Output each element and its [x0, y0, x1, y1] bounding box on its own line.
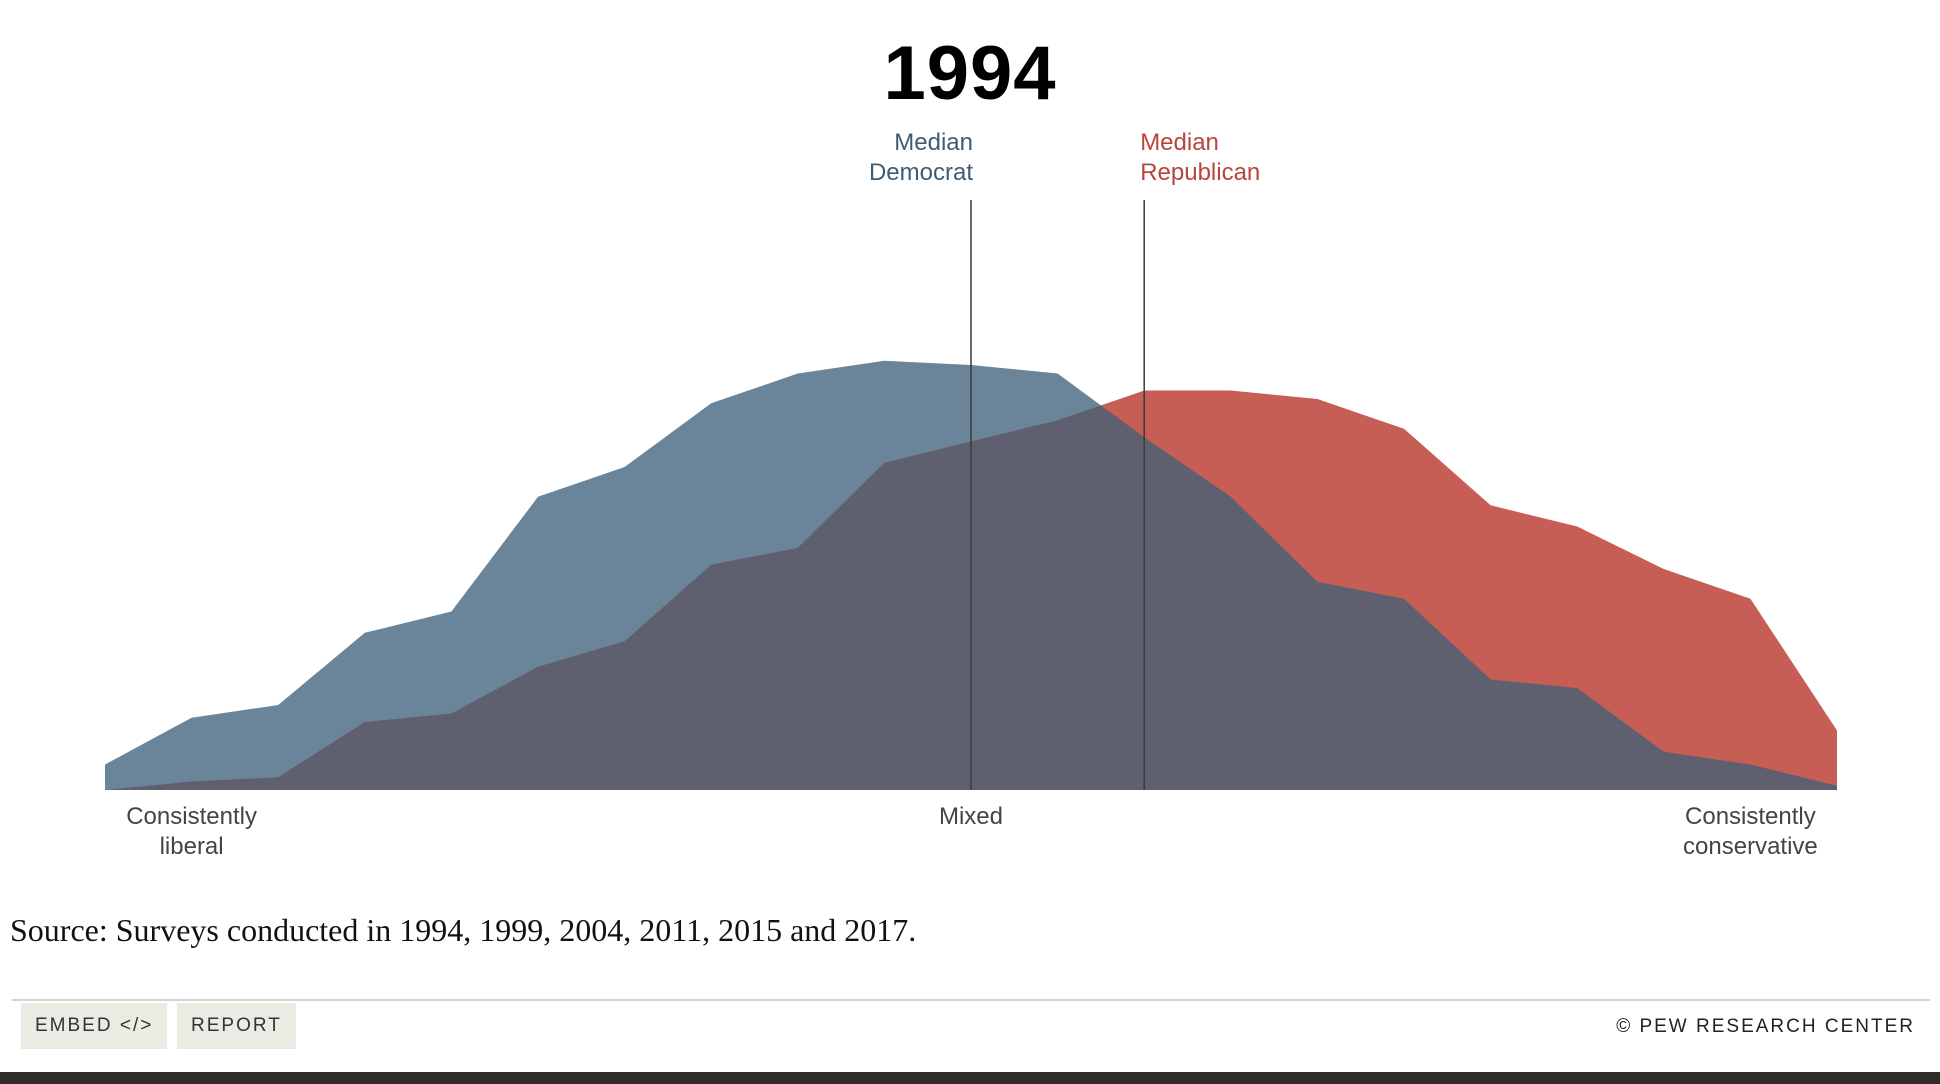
chart-svg: Median Democrat Median Republican Consistent… — [105, 129, 1837, 860]
footer-divider — [12, 999, 1930, 1001]
median-label-democrat: Median Democrat — [869, 129, 973, 186]
report-button[interactable]: REPORT — [177, 1003, 296, 1049]
embed-button[interactable]: EMBED </> — [21, 1003, 168, 1049]
x-axis-label-1: Mixed — [939, 803, 1003, 830]
copyright-text: © PEW RESEARCH CENTER — [1616, 1016, 1915, 1037]
x-axis-label-0: Consistently liberal — [126, 803, 257, 860]
source-note: Source: Surveys conducted in 1994, 1999,… — [10, 912, 917, 948]
bottom-image-strip — [0, 1072, 1940, 1084]
x-axis-label-2: Consistently conservative — [1683, 803, 1818, 860]
median-label-republican: Median Republican — [1140, 129, 1260, 186]
chart-title: 1994 — [883, 31, 1057, 116]
